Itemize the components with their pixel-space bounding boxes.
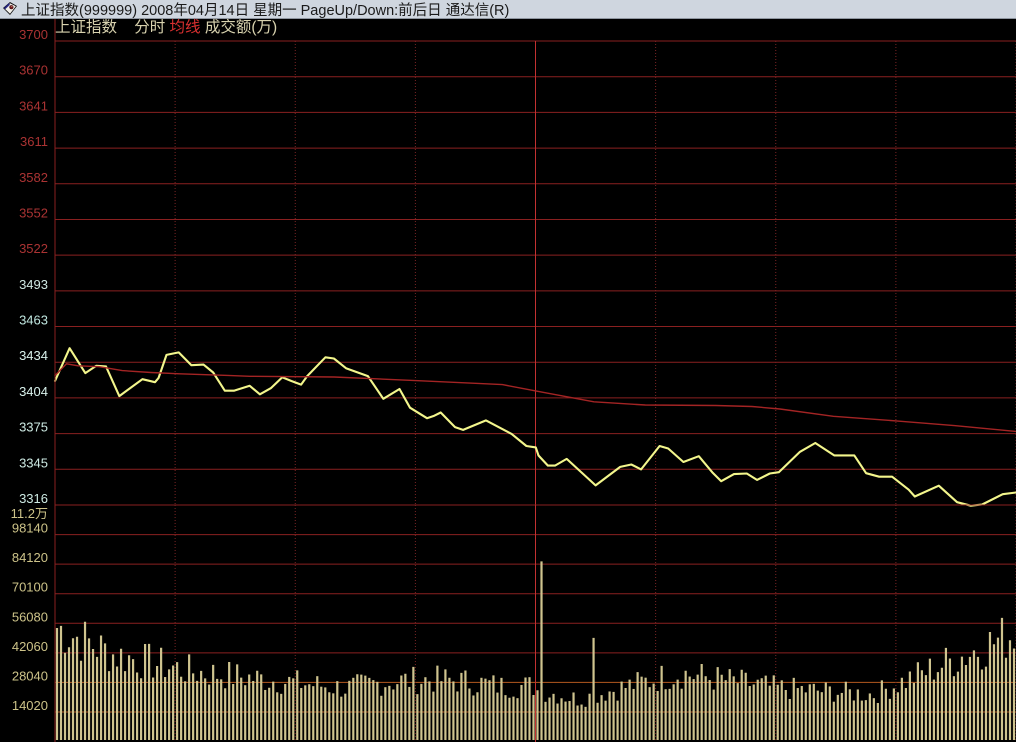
svg-text:3345: 3345 (19, 455, 48, 470)
svg-text:3522: 3522 (19, 241, 48, 256)
svg-text:3670: 3670 (19, 63, 48, 78)
svg-text:84120: 84120 (12, 550, 48, 565)
svg-text:3434: 3434 (19, 348, 48, 363)
svg-text:3611: 3611 (20, 134, 48, 149)
svg-text:3316: 3316 (19, 491, 48, 506)
svg-text:14020: 14020 (12, 698, 48, 713)
svg-text:3463: 3463 (19, 313, 48, 328)
svg-text:56080: 56080 (12, 609, 48, 624)
svg-text:3582: 3582 (19, 170, 48, 185)
svg-text:3552: 3552 (19, 205, 48, 220)
svg-text:3641: 3641 (19, 98, 48, 113)
svg-text:70100: 70100 (12, 580, 48, 595)
svg-text:3375: 3375 (19, 420, 48, 435)
svg-text:42060: 42060 (12, 639, 48, 654)
svg-text:98140: 98140 (12, 521, 48, 536)
svg-text:28040: 28040 (12, 668, 48, 683)
svg-text:3493: 3493 (19, 277, 48, 292)
svg-text:3700: 3700 (19, 27, 48, 42)
svg-text:3404: 3404 (19, 384, 48, 399)
svg-text:11.2万: 11.2万 (11, 506, 48, 521)
